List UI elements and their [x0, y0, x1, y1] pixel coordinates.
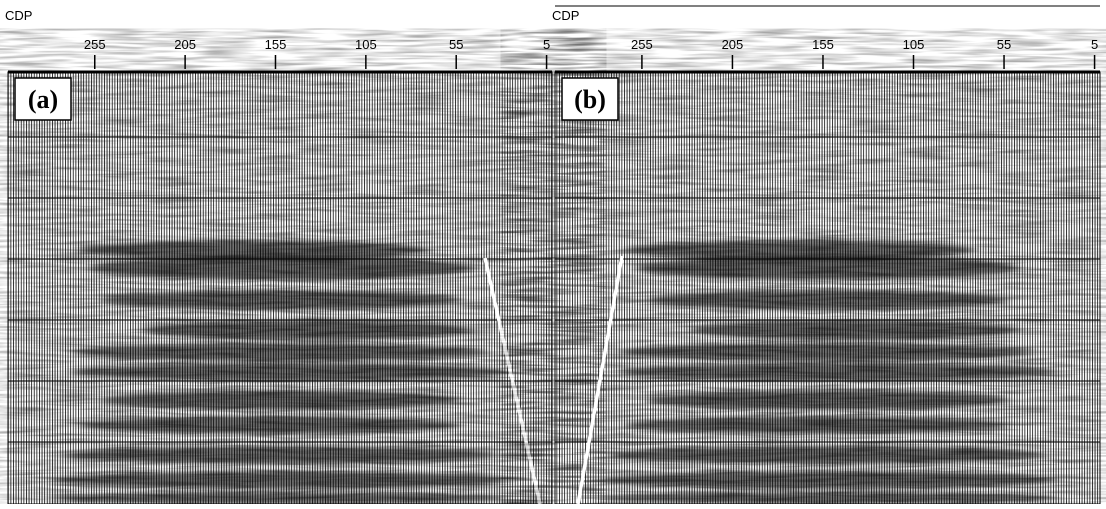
- label-box: [561, 77, 619, 121]
- x-tick-label: 155: [812, 37, 834, 52]
- panel-label: (b): [574, 85, 606, 114]
- fault-line: [483, 257, 542, 505]
- x-tick-label: 255: [631, 37, 653, 52]
- x-tick-label: 205: [722, 37, 744, 52]
- x-tick-label: 5: [543, 37, 550, 52]
- x-tick-label: 255: [84, 37, 106, 52]
- noise: [8, 72, 552, 504]
- noise: [555, 72, 1100, 504]
- fault-line: [576, 255, 624, 505]
- x-tick-label: 205: [174, 37, 196, 52]
- x-tick-label: 55: [997, 37, 1011, 52]
- x-tick-label: 55: [449, 37, 463, 52]
- x-tick-label: 105: [355, 37, 377, 52]
- x-tick-label: 5: [1091, 37, 1098, 52]
- x-tick-label: 155: [265, 37, 287, 52]
- axis-title: CDP: [552, 8, 579, 23]
- label-box: [14, 77, 72, 121]
- x-tick-label: 105: [903, 37, 925, 52]
- axis-title: CDP: [5, 8, 32, 23]
- panel-label: (a): [28, 85, 58, 114]
